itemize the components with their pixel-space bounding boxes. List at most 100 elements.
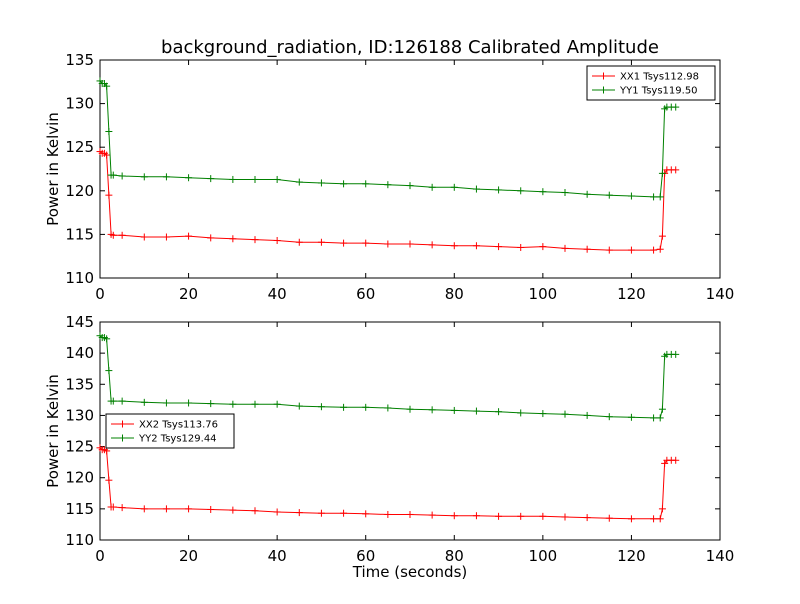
data-point [583,190,591,198]
data-point [273,508,281,516]
data-point [495,243,503,251]
series-1 [96,77,680,201]
data-point [140,173,148,181]
legend-entry: YY1 Tsys119.50 [592,86,698,97]
data-point [406,240,414,248]
data-point [605,514,613,522]
x-tick-label: 100 [529,547,558,565]
data-point [658,405,666,413]
data-point [109,503,117,511]
data-point [656,515,664,523]
data-point [317,179,325,187]
data-point [428,406,436,414]
data-point [450,242,458,250]
data-point [583,411,591,419]
data-point [207,505,215,513]
data-point [273,400,281,408]
data-point [605,246,613,254]
panel-bottom: 0 20 40 60 80 100 120 140 110 115 120 125 130 135 140 1… [44,313,734,581]
data-point [118,504,126,512]
data-point [162,505,170,513]
x-tick-label: 20 [179,547,198,565]
y-tick-label: 135 [65,51,94,69]
data-point [450,183,458,191]
data-point [207,400,215,408]
data-point [561,410,569,418]
data-point [140,398,148,406]
data-point [539,512,547,520]
data-point [472,407,480,415]
data-point [406,182,414,190]
y-tick-label: 130 [65,406,94,424]
data-point [140,233,148,241]
data-point [317,238,325,246]
data-point [295,509,303,517]
data-point [672,166,680,174]
data-point [105,191,113,199]
y-tick-label: 110 [65,269,94,287]
x-tick-label: 20 [179,285,198,303]
data-point [118,172,126,180]
y-tick-label: 115 [65,500,94,518]
data-point [406,405,414,413]
data-point [605,191,613,199]
data-point [185,399,193,407]
legend-box [586,65,716,101]
data-point [118,397,126,405]
data-point [229,175,237,183]
data-point [472,512,480,520]
data-point [384,510,392,518]
data-point [362,510,370,518]
data-point [561,244,569,252]
data-point [162,233,170,241]
data-point [658,169,666,177]
x-tick-label: 0 [95,547,105,565]
data-point [450,406,458,414]
y-tick-label: 120 [65,182,94,200]
data-point [295,238,303,246]
data-point [118,231,126,239]
data-point [109,397,117,405]
data-point [273,175,281,183]
data-point [517,187,525,195]
data-point [495,512,503,520]
y-tick-label: 125 [65,138,94,156]
legend: XX1 Tsys112.98 YY1 Tsys119.50 [586,65,716,101]
data-point [672,456,680,464]
data-point [384,181,392,189]
data-point [362,239,370,247]
legend-label: YY2 Tsys129.44 [138,434,217,445]
data-point [627,413,635,421]
data-point [627,192,635,200]
data-point [650,246,658,254]
legend-label: YY1 Tsys119.50 [619,86,698,97]
x-tick-label: 40 [268,285,287,303]
series-0 [96,444,680,523]
data-point [362,403,370,411]
data-point [627,246,635,254]
data-point [317,509,325,517]
data-point [162,173,170,181]
data-point [672,350,680,358]
legend-entry: XX2 Tsys113.76 [111,420,218,431]
data-point [495,186,503,194]
y-tick-label: 135 [65,375,94,393]
data-point [105,128,113,136]
data-point [229,506,237,514]
data-point [650,193,658,201]
y-tick-label: 120 [65,469,94,487]
x-tick-label: 80 [445,285,464,303]
data-point [295,178,303,186]
data-point [658,232,666,240]
x-tick-label: 140 [706,547,735,565]
data-point [605,413,613,421]
data-point [185,505,193,513]
data-point [539,188,547,196]
data-point [450,512,458,520]
data-point [340,239,348,247]
data-point [627,515,635,523]
data-point [384,404,392,412]
data-point [656,193,664,201]
